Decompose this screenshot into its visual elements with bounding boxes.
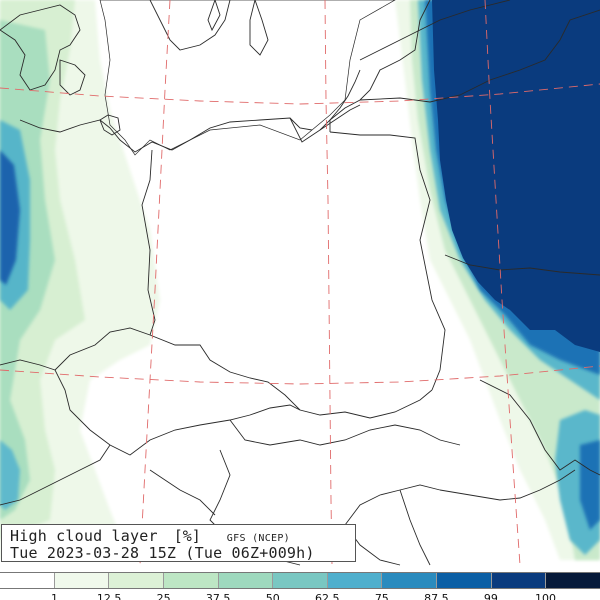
rugen <box>99 114 121 136</box>
legend-swatch <box>218 573 274 588</box>
kaliningrad-lithuania <box>329 0 431 132</box>
oland <box>207 0 221 32</box>
map-unit: [%] <box>173 527 201 545</box>
color-legend: 1 12.5 25 37.5 50 62.5 75 87.5 99 100 <box>0 572 600 600</box>
sweden-coast <box>149 0 231 51</box>
valid-time: Tue 2023-03-28 15Z (Tue 06Z+009h) <box>10 544 315 562</box>
hungary-romania <box>439 469 576 501</box>
legend-swatch <box>491 573 547 588</box>
baltic-states <box>359 0 511 61</box>
eastern-cloud-field <box>395 0 600 560</box>
graticule <box>0 0 600 566</box>
curonian-spit <box>319 69 361 131</box>
slovakia-border <box>229 419 461 446</box>
meridian-1 <box>139 0 171 566</box>
austria-border <box>0 444 111 506</box>
poland-south-border <box>149 334 433 419</box>
legend-swatch <box>327 573 383 588</box>
gotland <box>249 0 269 56</box>
west-cloud-dark <box>0 150 20 285</box>
legend-tick-label: 100 <box>534 592 556 600</box>
poland-west-border <box>141 149 156 336</box>
legend-tick-label: 62.5 <box>315 592 340 600</box>
legend-tick-label: 25 <box>156 592 171 600</box>
germany-baltic-coast <box>19 119 111 133</box>
legend-swatch <box>109 573 164 588</box>
legend-swatch <box>273 573 328 588</box>
belarus-ukraine <box>444 254 600 276</box>
legend-tick-label: 37.5 <box>205 592 231 600</box>
denmark-coast <box>0 4 81 91</box>
legend-swatch <box>382 573 438 588</box>
parallel-2 <box>0 365 600 385</box>
vistula-spit <box>289 117 313 131</box>
parallel-1 <box>0 83 600 105</box>
legend-swatch <box>546 573 600 588</box>
germany-border <box>0 359 56 371</box>
legend-swatch <box>437 573 492 588</box>
legend-tick-label: 99 <box>483 592 498 600</box>
legend-tick-label: 87.5 <box>424 592 449 600</box>
ukraine-moldova <box>479 379 600 476</box>
legend-color-bar <box>0 572 600 589</box>
slovenia <box>149 469 216 516</box>
belarus-north <box>359 9 600 103</box>
legend-swatch <box>163 573 219 588</box>
map-info-box: High cloud layer [%] GFS (NCEP) Tue 2023… <box>1 524 356 562</box>
legend-tick-label: 1 <box>51 592 59 600</box>
legend-tick-label: 75 <box>374 592 389 600</box>
info-title-row: High cloud layer [%] GFS (NCEP) <box>10 527 347 545</box>
map-title: High cloud layer <box>10 527 158 545</box>
west-cloud-lower-teal <box>0 440 20 510</box>
meridian-2 <box>324 0 333 566</box>
legend-swatch <box>0 573 55 588</box>
model-source: GFS (NCEP) <box>226 533 291 544</box>
east-cloud-southeast-blue <box>580 440 600 530</box>
legend-swatch <box>54 573 110 588</box>
legend-tick-label: 50 <box>265 592 280 600</box>
denmark-islands <box>59 59 86 96</box>
meridian-3 <box>484 0 521 566</box>
romania-inner <box>399 489 431 566</box>
poland-east-border <box>329 131 446 391</box>
legend-tick-label: 12.5 <box>96 592 122 600</box>
